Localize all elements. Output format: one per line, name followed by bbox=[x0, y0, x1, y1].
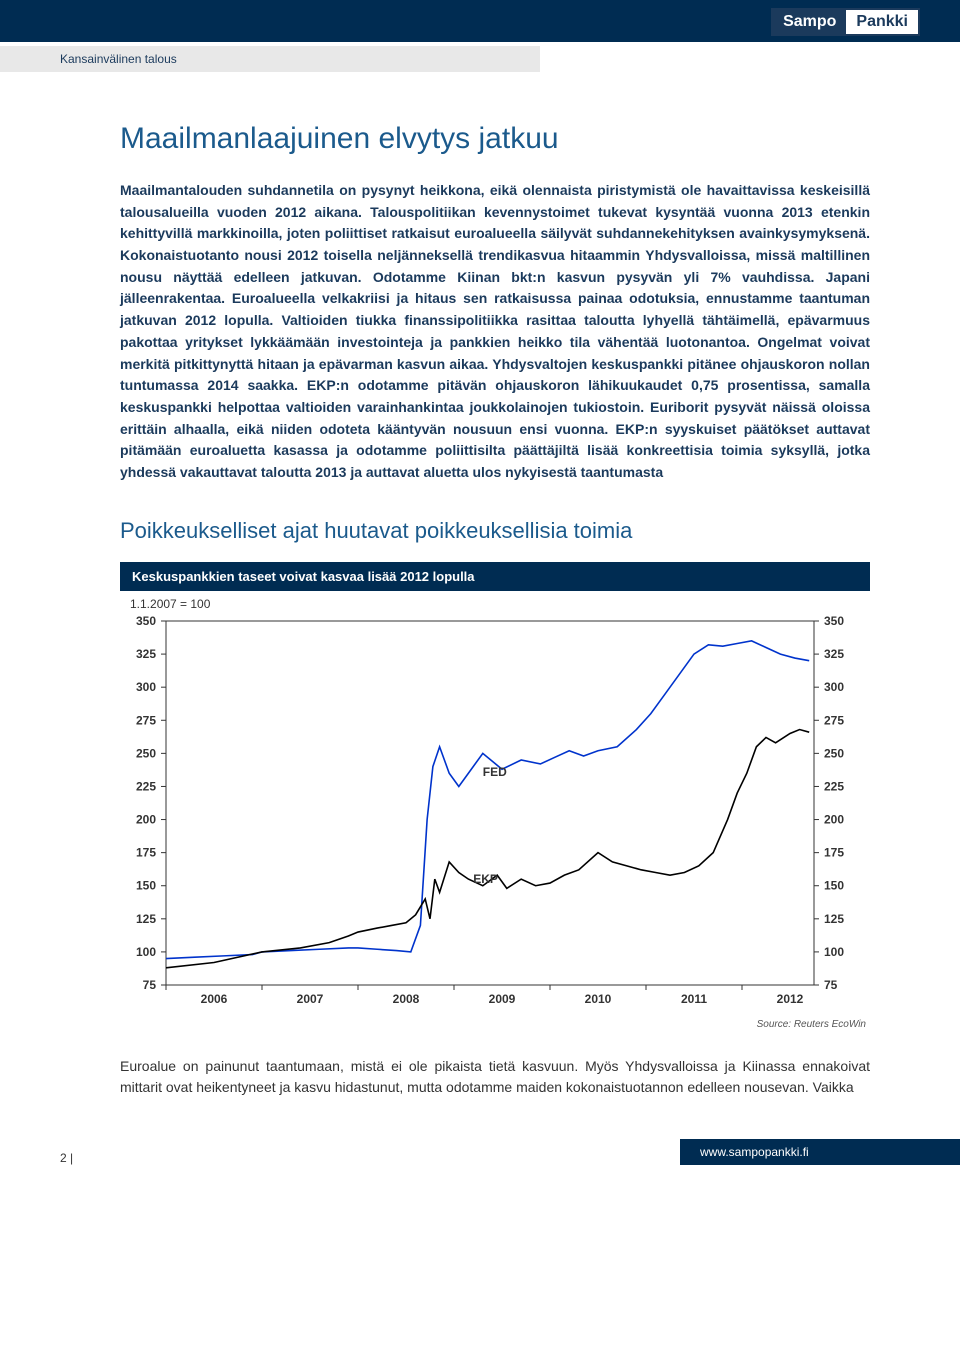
svg-text:300: 300 bbox=[136, 680, 156, 694]
chart-container: 75 75 100 100 125 125 150 150 175 175 200 200 225 225… bbox=[120, 615, 860, 1015]
chart-title: Keskuspankkien taseet voivat kasvaa lisä… bbox=[120, 562, 870, 591]
footer-url: www.sampopankki.fi bbox=[680, 1139, 960, 1165]
svg-text:2012: 2012 bbox=[777, 992, 804, 1006]
svg-text:2011: 2011 bbox=[681, 992, 707, 1006]
svg-text:275: 275 bbox=[136, 713, 156, 727]
svg-text:2009: 2009 bbox=[489, 992, 516, 1006]
breadcrumb-row: Kansainvälinen talous bbox=[0, 46, 960, 72]
top-bar: Sampo Pankki bbox=[0, 0, 960, 42]
svg-text:250: 250 bbox=[824, 746, 844, 760]
body-paragraph: Euroalue on painunut taantumaan, mistä e… bbox=[120, 1056, 870, 1099]
svg-text:2007: 2007 bbox=[297, 992, 324, 1006]
brand-logo: Sampo Pankki bbox=[771, 8, 920, 36]
svg-text:75: 75 bbox=[143, 978, 157, 992]
svg-text:150: 150 bbox=[136, 878, 156, 892]
svg-text:250: 250 bbox=[136, 746, 156, 760]
svg-text:275: 275 bbox=[824, 713, 844, 727]
logo-left-text: Sampo bbox=[773, 10, 846, 34]
svg-text:150: 150 bbox=[824, 878, 844, 892]
page-footer: 2 | www.sampopankki.fi bbox=[0, 1139, 960, 1165]
svg-text:175: 175 bbox=[136, 845, 156, 859]
svg-text:125: 125 bbox=[824, 911, 844, 925]
svg-text:325: 325 bbox=[136, 647, 156, 661]
svg-text:225: 225 bbox=[824, 779, 844, 793]
svg-text:125: 125 bbox=[136, 911, 156, 925]
svg-text:75: 75 bbox=[824, 978, 838, 992]
page-content: Maailmanlaajuinen elvytys jatkuu Maailma… bbox=[0, 72, 960, 1119]
svg-text:350: 350 bbox=[824, 615, 844, 628]
page-title: Maailmanlaajuinen elvytys jatkuu bbox=[120, 122, 870, 156]
svg-text:300: 300 bbox=[824, 680, 844, 694]
chart-source: Source: Reuters EcoWin bbox=[120, 1019, 870, 1030]
page-number: 2 | bbox=[0, 1151, 73, 1165]
intro-paragraph: Maailmantalouden suhdannetila on pysynyt… bbox=[120, 180, 870, 484]
breadcrumb: Kansainvälinen talous bbox=[0, 46, 540, 72]
svg-text:350: 350 bbox=[136, 615, 156, 628]
svg-text:2006: 2006 bbox=[201, 992, 228, 1006]
logo-right-text: Pankki bbox=[846, 10, 918, 34]
svg-text:175: 175 bbox=[824, 845, 844, 859]
chart-subheading: 1.1.2007 = 100 bbox=[120, 591, 870, 615]
svg-text:100: 100 bbox=[136, 945, 156, 959]
svg-text:325: 325 bbox=[824, 647, 844, 661]
svg-text:EKP: EKP bbox=[473, 872, 498, 886]
svg-text:2008: 2008 bbox=[393, 992, 420, 1006]
svg-text:200: 200 bbox=[824, 812, 844, 826]
svg-text:225: 225 bbox=[136, 779, 156, 793]
svg-text:FED: FED bbox=[483, 764, 507, 778]
svg-text:100: 100 bbox=[824, 945, 844, 959]
line-chart: 75 75 100 100 125 125 150 150 175 175 200 200 225 225… bbox=[120, 615, 860, 1015]
svg-text:200: 200 bbox=[136, 812, 156, 826]
svg-text:2010: 2010 bbox=[585, 992, 612, 1006]
section-subtitle: Poikkeukselliset ajat huutavat poikkeuks… bbox=[120, 518, 870, 544]
